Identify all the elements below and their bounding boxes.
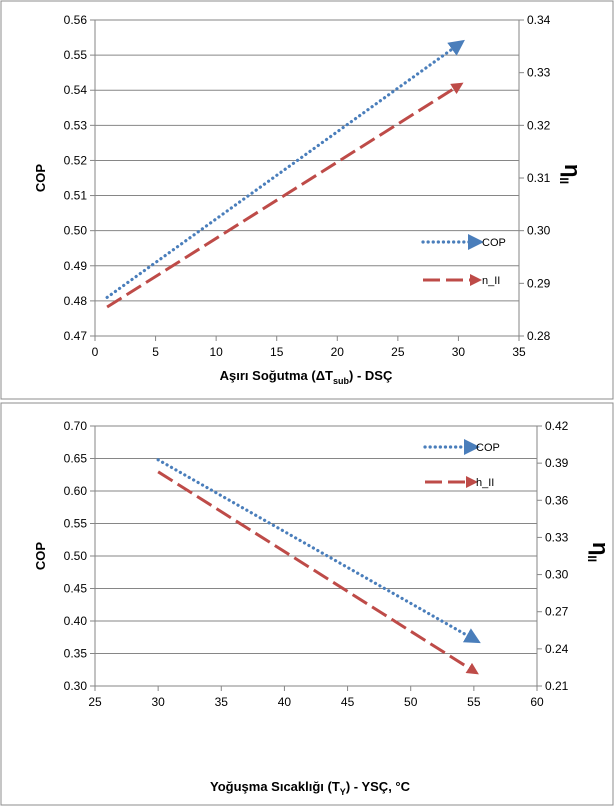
chart-2-xlabel-main: Yoğuşma Sıcaklığı (T — [210, 779, 340, 794]
svg-text:ηII: ηII — [557, 164, 585, 184]
chart-1-ytick-label: 0.51 — [64, 189, 88, 203]
chart-2-xtick-label: 45 — [341, 695, 355, 709]
chart-2-xtick-label: 55 — [467, 695, 481, 709]
chart-2-xtick-label: 35 — [215, 695, 229, 709]
chart-1-xticks: 0 5 10 15 20 25 30 35 — [92, 336, 526, 359]
chart-2-series — [156, 458, 481, 675]
chart-2-y2tick-label: 0.24 — [545, 642, 569, 656]
chart-1-y2tick-label: 0.31 — [527, 171, 551, 185]
chart-2-y2tick-label: 0.39 — [545, 456, 569, 470]
chart-2-y2tick-label: 0.36 — [545, 493, 569, 507]
chart-2-y2label-sub: II — [585, 555, 599, 562]
chart-1-y2label: ηII — [557, 164, 585, 184]
chart-1-legend: COP n_II — [421, 234, 506, 287]
chart-1-y2tick-label: 0.34 — [527, 13, 551, 27]
chart-2-xlabel-sub: Y — [340, 787, 346, 797]
chart-2-xtick-label: 25 — [88, 695, 102, 709]
chart-1-y2tick-label: 0.33 — [527, 66, 551, 80]
chart-1-ytick-label: 0.56 — [64, 13, 88, 27]
chart-1-series-n-ii-line — [106, 82, 464, 309]
chart-2-xtick-label: 60 — [530, 695, 544, 709]
chart-1-xlabel: Aşırı Soğutma (ΔTsub) - DSÇ — [220, 368, 393, 386]
chart-1-xtick-label: 20 — [331, 345, 345, 359]
chart-2-y2tick-label: 0.21 — [545, 679, 569, 693]
chart-2-legend-0-label: COP — [476, 442, 500, 454]
chart-1-xtick-label: 30 — [452, 345, 466, 359]
chart-1-ytick-label: 0.52 — [64, 153, 88, 167]
chart-1-ytick-label: 0.53 — [64, 118, 88, 132]
chart-1-xtick-label: 25 — [391, 345, 405, 359]
chart-2-y2tick-label: 0.42 — [545, 419, 569, 433]
chart-2-xlabel-tail: ) - YSÇ, °C — [346, 779, 411, 794]
chart-1-legend-1-label: n_II — [482, 275, 500, 287]
chart-1-y2ticks: 0.28 0.29 0.30 0.31 0.32 0.33 0.34 — [519, 13, 551, 343]
chart-2-ytick-label: 0.30 — [64, 679, 88, 693]
chart-1-xtick-label: 15 — [270, 345, 284, 359]
chart-2-y2tick-label: 0.33 — [545, 530, 569, 544]
chart-2-xticks: 25 30 35 40 45 50 55 60 — [88, 686, 544, 709]
chart-1-ytick-label: 0.55 — [64, 48, 88, 62]
chart-1-xtick-label: 5 — [152, 345, 159, 359]
chart-1-ytick-label: 0.54 — [64, 83, 88, 97]
chart-2-ytick-label: 0.60 — [64, 484, 88, 498]
chart-2-ylabel: COP — [33, 542, 48, 571]
chart-2-y2label: ηII — [585, 542, 613, 562]
chart-1-xtick-label: 10 — [209, 345, 223, 359]
chart-1-ytick-label: 0.50 — [64, 224, 88, 238]
chart-1-y2label-main: η — [560, 164, 585, 177]
chart-2-y2tick-label: 0.27 — [545, 605, 569, 619]
chart-1-xlabel-main: Aşırı Soğutma (ΔT — [220, 368, 333, 383]
chart-1-ytick-label: 0.49 — [64, 259, 88, 273]
chart-1-legend-0-label: COP — [482, 237, 506, 249]
chart-2-xtick-label: 40 — [278, 695, 292, 709]
chart-2-frame — [0, 402, 614, 806]
chart-2-ytick-label: 0.40 — [64, 614, 88, 628]
chart-1-xlabel-tail: ) - DSÇ — [349, 368, 393, 383]
chart-2-ytick-label: 0.55 — [64, 517, 88, 531]
chart-1-series-cop-line — [105, 39, 465, 299]
chart-1-y2tick-label: 0.29 — [527, 276, 551, 290]
chart-1-xlabel-sub: sub — [333, 376, 350, 386]
svg-text:ηII: ηII — [585, 542, 613, 562]
chart-2: 0.30 0.35 0.40 0.45 0.50 0.55 0.60 0.65 0.70 0.2… — [0, 402, 614, 806]
chart-2-y2label-main: η — [588, 542, 613, 555]
chart-1-yticks: 0.47 0.48 0.49 0.50 0.51 0.52 0.53 0.54 0.55 0.56 — [64, 13, 95, 343]
chart-1-ytick-label: 0.47 — [64, 329, 88, 343]
chart-2-ytick-label: 0.50 — [64, 549, 88, 563]
chart-2-grid — [95, 458, 537, 654]
chart-1-xtick-label: 0 — [92, 345, 99, 359]
chart-2-y2tick-label: 0.30 — [545, 568, 569, 582]
chart-2-series-h-ii-line — [157, 470, 479, 675]
chart-2-ytick-label: 0.45 — [64, 582, 88, 596]
chart-2-xtick-label: 30 — [151, 695, 165, 709]
chart-1-y2tick-label: 0.28 — [527, 329, 551, 343]
chart-1-ylabel: COP — [33, 164, 48, 193]
chart-2-ytick-label: 0.35 — [64, 647, 88, 661]
chart-2-legend-1-label: h_II — [476, 477, 494, 489]
chart-2-series-cop-line — [156, 458, 481, 644]
chart-2-xtick-label: 50 — [404, 695, 418, 709]
chart-1-y2label-sub: II — [557, 177, 571, 184]
chart-1-frame — [0, 0, 614, 400]
chart-2-ytick-label: 0.70 — [64, 419, 88, 433]
chart-1: 0.47 0.48 0.49 0.50 0.51 0.52 0.53 0.54 0.55 0.56… — [0, 0, 614, 400]
chart-2-yticks: 0.30 0.35 0.40 0.45 0.50 0.55 0.60 0.65 0.70 — [64, 419, 95, 693]
chart-2-xlabel: Yoğuşma Sıcaklığı (TY) - YSÇ, °C — [210, 779, 411, 797]
chart-2-y2ticks: 0.21 0.24 0.27 0.30 0.33 0.36 0.39 0.42 — [537, 419, 569, 693]
chart-1-xtick-label: 35 — [512, 345, 526, 359]
chart-1-ytick-label: 0.48 — [64, 294, 88, 308]
chart-1-y2tick-label: 0.32 — [527, 118, 551, 132]
chart-1-series — [105, 39, 465, 309]
chart-1-y2tick-label: 0.30 — [527, 224, 551, 238]
chart-2-legend: COP h_II — [423, 439, 500, 489]
chart-1-grid — [95, 54, 519, 302]
chart-2-ytick-label: 0.65 — [64, 452, 88, 466]
